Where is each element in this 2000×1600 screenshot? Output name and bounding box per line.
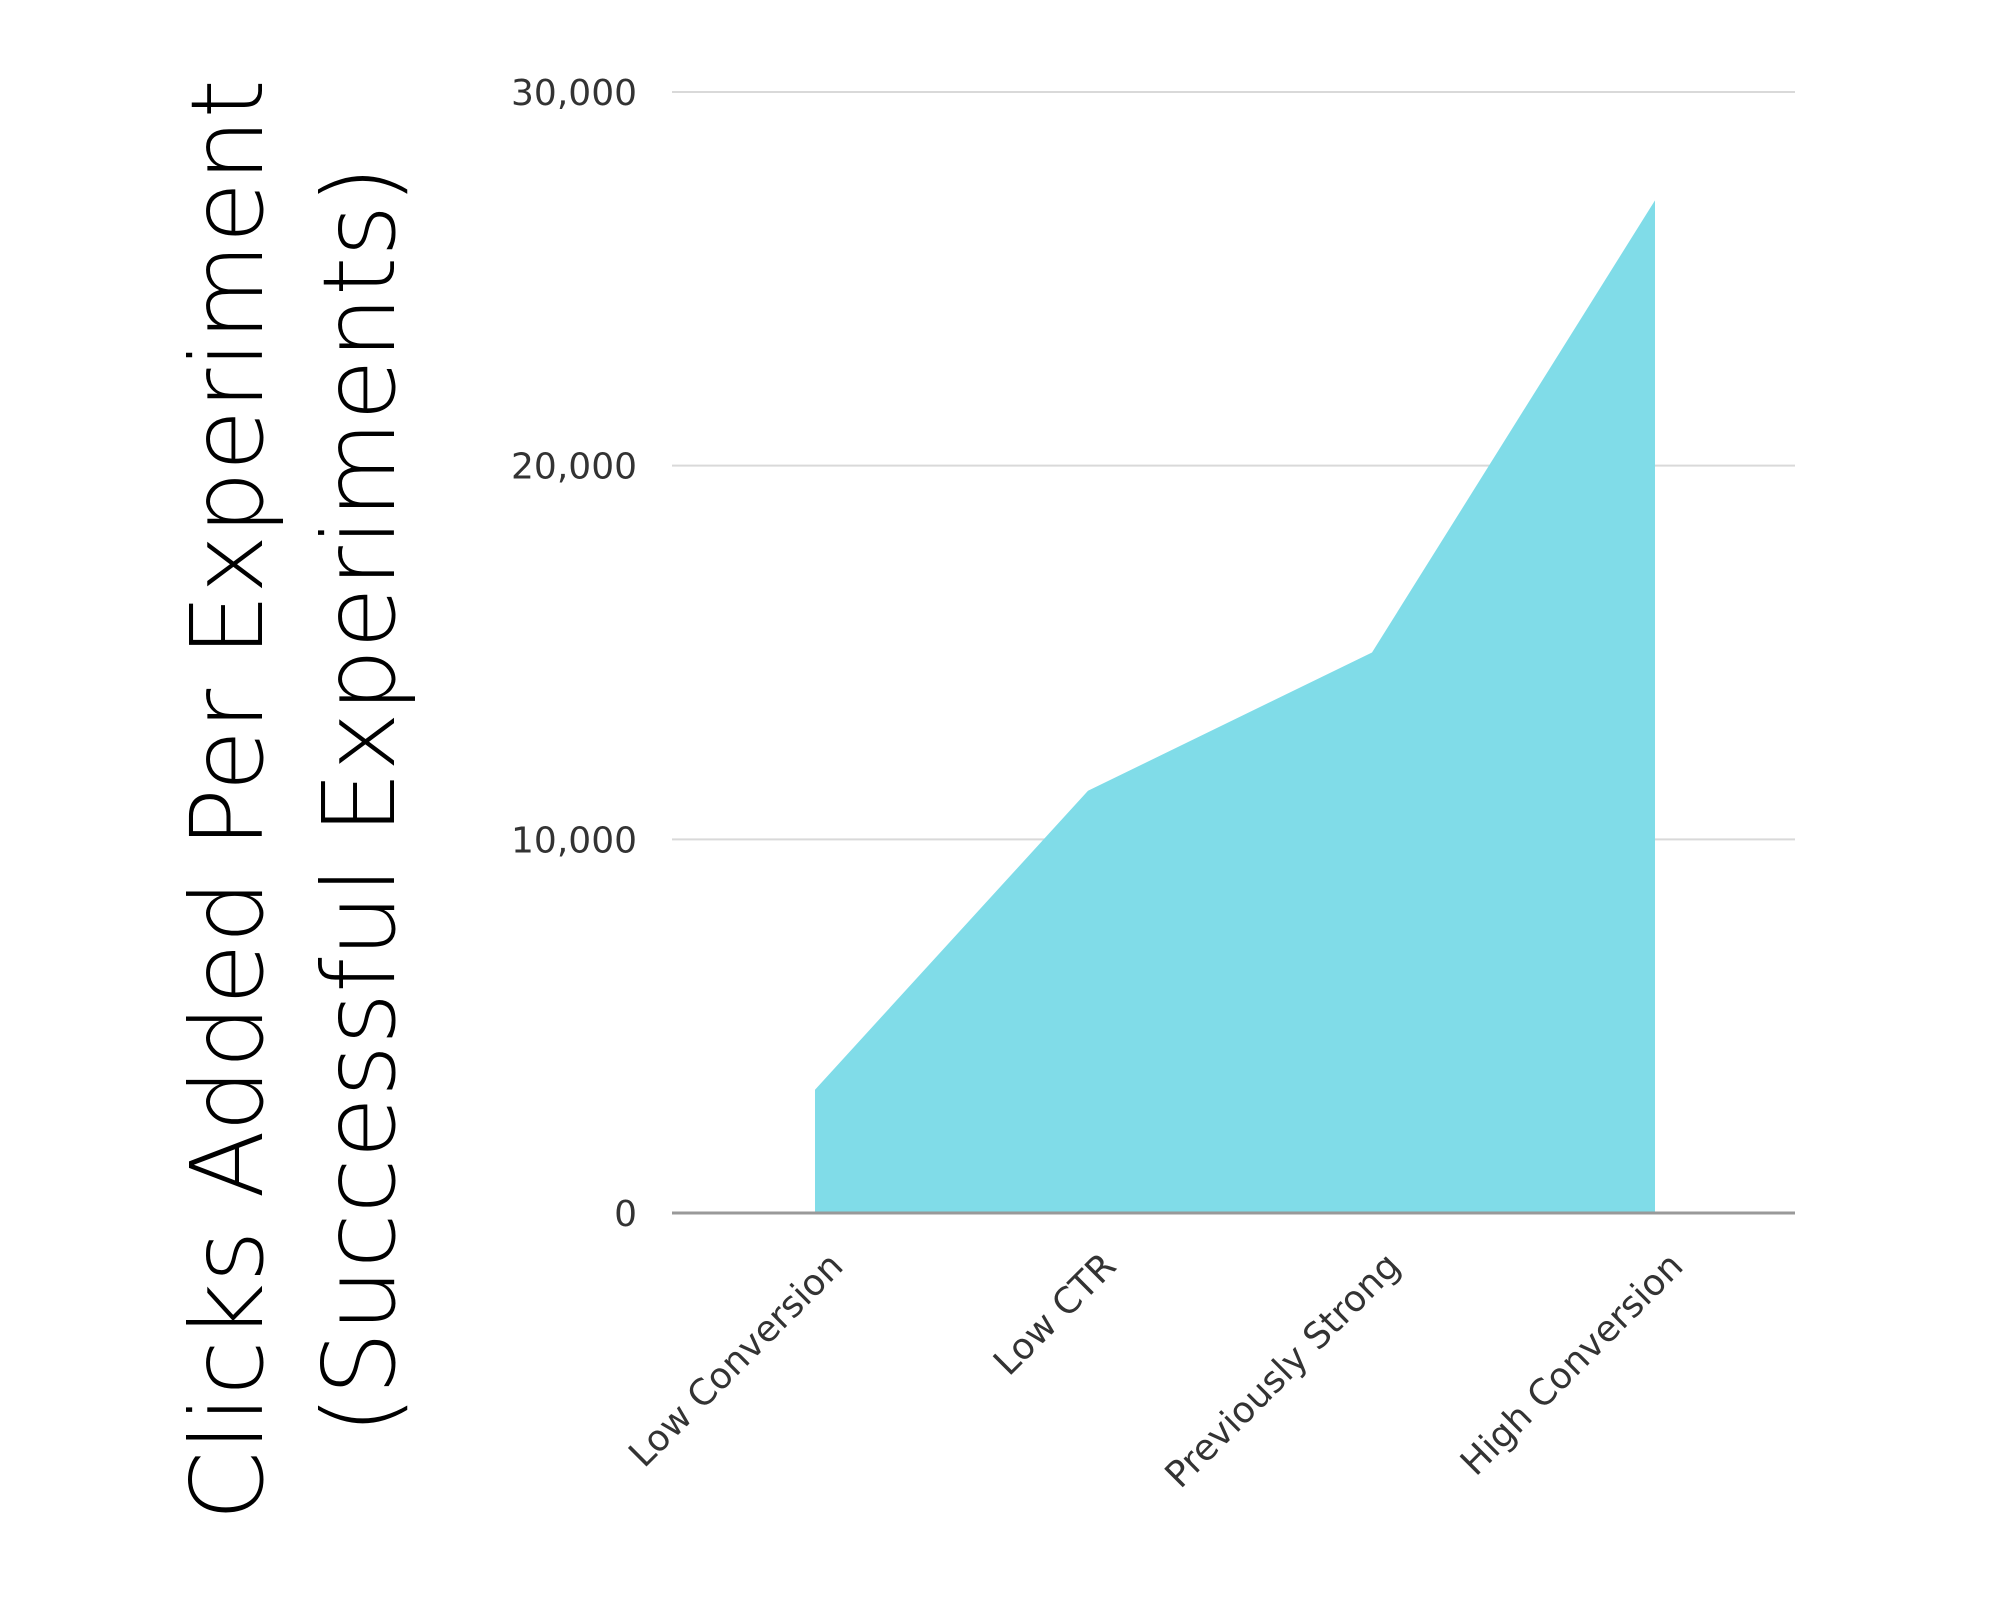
y-axis-label: Clicks Added Per Experiment (Successful … (169, 79, 418, 1521)
y-tick-label: 30,000 (511, 73, 637, 114)
x-category-label: High Conversion (1453, 1245, 1691, 1483)
area-series-fill (815, 200, 1655, 1213)
x-category-label: Low Conversion (621, 1245, 851, 1475)
x-category-labels: Low Conversion Low CTR Previously Strong Hi… (621, 1245, 1691, 1496)
y-tick-labels: 0 10,000 20,000 30,000 (511, 73, 637, 1235)
x-category-label: Low CTR (986, 1245, 1124, 1383)
y-axis-label-line-2: (Successful Experiments) (301, 166, 418, 1435)
y-tick-label: 20,000 (511, 447, 637, 488)
area-layer (815, 200, 1655, 1213)
y-tick-label: 10,000 (511, 820, 637, 861)
x-category-label: Previously Strong (1158, 1245, 1409, 1496)
y-tick-label: 0 (614, 1194, 637, 1235)
y-axis-label-line-1: Clicks Added Per Experiment (169, 79, 286, 1521)
